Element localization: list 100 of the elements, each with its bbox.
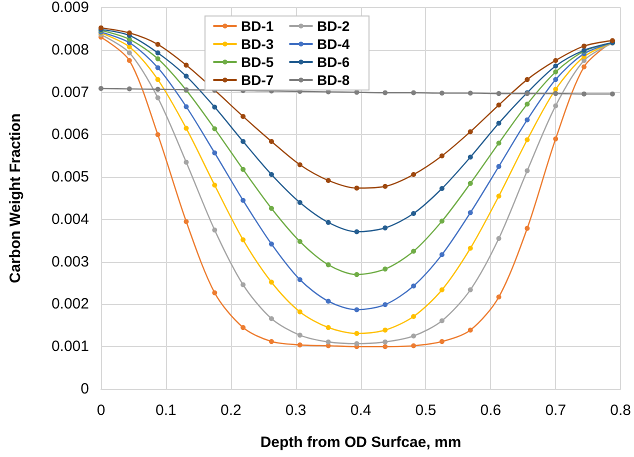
x-tick-label: 0.4: [350, 402, 372, 419]
point: [212, 290, 218, 296]
point: [553, 136, 558, 142]
legend-label: BD-7: [241, 72, 274, 88]
point: [468, 154, 473, 160]
point: [582, 44, 587, 49]
point: [297, 238, 302, 244]
legend-label: BD-1: [241, 18, 274, 34]
y-tick-label: 0.008: [51, 41, 89, 58]
point: [382, 344, 388, 350]
point: [496, 91, 502, 96]
point: [496, 140, 502, 146]
point: [382, 302, 388, 308]
point: [184, 219, 189, 224]
x-axis-title: Depth from OD Surfcae, mm: [260, 434, 462, 451]
point: [297, 200, 302, 205]
point: [268, 138, 274, 144]
point: [524, 168, 530, 174]
point: [411, 211, 416, 216]
x-tick-label: 0.6: [480, 402, 502, 419]
point: [468, 180, 473, 186]
point: [155, 50, 160, 56]
x-tick-label: 0.3: [285, 402, 306, 419]
y-tick-label: 0.005: [51, 168, 89, 186]
point: [553, 86, 558, 92]
point: [496, 236, 502, 242]
point: [553, 58, 558, 63]
point: [382, 339, 388, 344]
point: [326, 220, 331, 225]
y-tick-label: 0.003: [51, 253, 89, 270]
legend-label: BD-6: [317, 54, 350, 70]
point: [297, 309, 302, 314]
point: [411, 248, 416, 254]
point: [439, 318, 444, 324]
point: [268, 339, 274, 344]
point: [155, 86, 160, 92]
point: [411, 90, 416, 96]
point: [354, 330, 360, 336]
point: [98, 86, 104, 91]
y-tick-label: 0.006: [51, 126, 89, 144]
legend-label: BD-5: [241, 54, 274, 70]
point: [411, 314, 416, 320]
point: [411, 334, 416, 339]
point: [468, 287, 473, 292]
point: [524, 137, 530, 142]
point: [524, 117, 530, 122]
y-tick-label: 0.009: [51, 0, 89, 16]
point: [496, 194, 502, 199]
legend-label: BD-8: [317, 72, 350, 88]
point: [126, 30, 132, 36]
point: [524, 102, 530, 107]
point: [439, 90, 444, 96]
point: [240, 198, 246, 203]
point: [212, 126, 218, 132]
point: [297, 162, 302, 168]
point: [240, 237, 246, 242]
point: [212, 150, 218, 156]
y-tick-label: 0.002: [51, 296, 89, 313]
point: [354, 186, 360, 191]
point: [126, 44, 132, 50]
x-tick-label: 0.7: [545, 402, 566, 419]
point: [354, 272, 360, 278]
point: [439, 218, 444, 224]
point: [326, 298, 331, 304]
point: [524, 226, 530, 231]
point: [184, 104, 189, 110]
point: [468, 129, 473, 134]
point: [553, 69, 558, 74]
point: [582, 64, 587, 70]
point: [297, 342, 302, 348]
point: [468, 90, 473, 96]
point: [326, 325, 331, 330]
point: [382, 225, 388, 230]
point: [268, 172, 274, 178]
point: [268, 206, 274, 211]
y-axis-title: Carbon Weight Fraction: [7, 113, 24, 284]
point: [268, 280, 274, 285]
point: [155, 132, 160, 138]
point: [155, 42, 160, 47]
point: [610, 91, 615, 96]
x-tick-label: 0.2: [220, 402, 242, 419]
point: [212, 182, 218, 188]
point: [382, 184, 388, 189]
point: [439, 339, 444, 344]
point: [184, 74, 189, 79]
x-tick-label: 0.8: [610, 402, 632, 419]
point: [496, 120, 502, 126]
point: [411, 343, 416, 348]
point: [439, 252, 444, 258]
point: [553, 64, 558, 68]
legend-label: BD-3: [241, 36, 274, 52]
point: [155, 77, 160, 82]
point: [155, 65, 160, 70]
point: [240, 282, 246, 288]
point: [184, 62, 189, 68]
legend-label: BD-2: [317, 18, 350, 34]
x-tick-label: 0.5: [415, 402, 436, 419]
point: [326, 262, 331, 268]
point: [326, 178, 331, 183]
point: [382, 266, 388, 272]
